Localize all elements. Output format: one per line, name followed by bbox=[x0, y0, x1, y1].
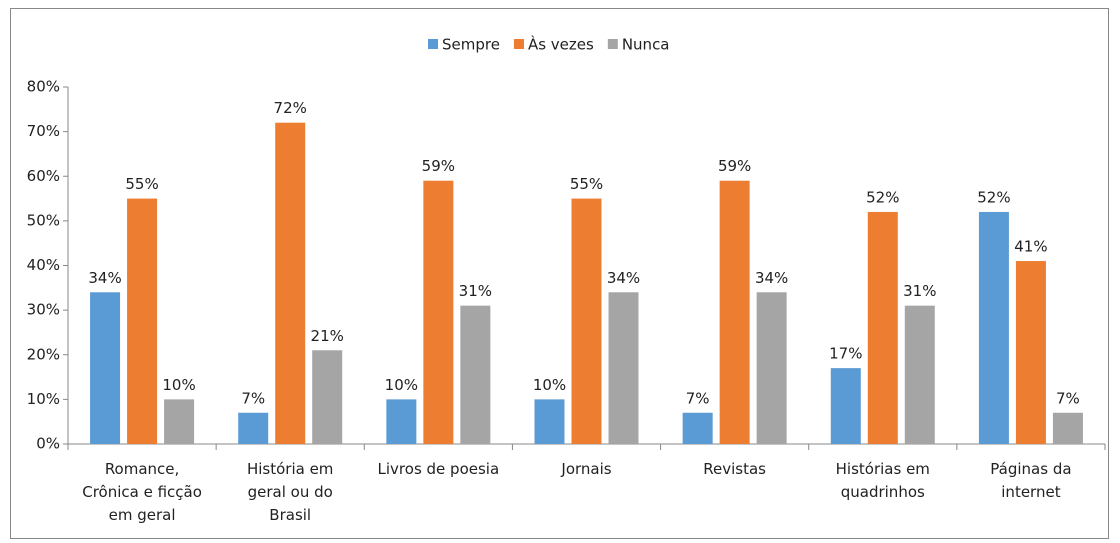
bar bbox=[312, 350, 343, 444]
y-tick-label: 20% bbox=[27, 345, 60, 363]
legend-swatch bbox=[513, 39, 524, 49]
data-label: 7% bbox=[241, 389, 265, 407]
bar bbox=[423, 180, 454, 444]
bar bbox=[460, 305, 491, 444]
bar bbox=[904, 305, 935, 444]
bar bbox=[90, 292, 121, 444]
bar bbox=[1052, 412, 1083, 444]
bar bbox=[682, 412, 713, 444]
data-label: 52% bbox=[977, 188, 1010, 206]
legend-swatch bbox=[607, 39, 618, 49]
y-tick-label: 30% bbox=[27, 301, 60, 319]
x-tick-label: Romance, Crônica e ficção em geral bbox=[82, 460, 202, 524]
bar bbox=[571, 198, 602, 444]
y-tick-label: 70% bbox=[27, 122, 60, 140]
y-tick-label: 40% bbox=[27, 256, 60, 274]
data-label: 31% bbox=[459, 282, 492, 300]
data-label: 17% bbox=[829, 345, 862, 363]
data-label: 55% bbox=[125, 175, 158, 193]
data-label: 41% bbox=[1014, 238, 1047, 256]
y-tick-label: 80% bbox=[27, 78, 60, 96]
y-tick-label: 50% bbox=[27, 211, 60, 229]
data-label: 34% bbox=[88, 269, 121, 287]
bar bbox=[719, 180, 750, 444]
data-label: 72% bbox=[274, 99, 307, 117]
bar bbox=[978, 211, 1009, 444]
x-tick-label: Páginas da internet bbox=[990, 460, 1072, 501]
data-label: 31% bbox=[903, 282, 936, 300]
data-label: 10% bbox=[385, 376, 418, 394]
bar bbox=[127, 198, 158, 444]
data-label: 59% bbox=[422, 157, 455, 175]
x-tick-label: História em geral ou do Brasil bbox=[246, 460, 334, 524]
bar bbox=[867, 211, 898, 444]
data-label: 52% bbox=[866, 188, 899, 206]
bar bbox=[830, 368, 861, 444]
data-label: 7% bbox=[686, 389, 710, 407]
y-tick-label: 60% bbox=[27, 167, 60, 185]
x-tick-label: Revistas bbox=[703, 460, 766, 478]
x-tick-label: Histórias em quadrinhos bbox=[835, 460, 930, 501]
legend-label: Às vezes bbox=[528, 35, 594, 54]
data-label: 59% bbox=[718, 157, 751, 175]
data-label: 10% bbox=[533, 376, 566, 394]
bar bbox=[386, 399, 417, 444]
chart-frame bbox=[10, 8, 1109, 539]
data-label: 10% bbox=[162, 376, 195, 394]
legend-label: Nunca bbox=[622, 36, 670, 54]
y-tick-label: 10% bbox=[27, 390, 60, 408]
bar bbox=[164, 399, 195, 444]
x-tick-label: Livros de poesia bbox=[377, 460, 500, 478]
data-label: 7% bbox=[1056, 389, 1080, 407]
legend-swatch bbox=[428, 39, 438, 49]
data-label: 34% bbox=[607, 269, 640, 287]
bar bbox=[534, 399, 565, 444]
bar bbox=[238, 412, 269, 444]
bar bbox=[275, 122, 306, 444]
y-tick-label: 0% bbox=[36, 435, 60, 453]
data-label: 21% bbox=[311, 327, 344, 345]
legend-label: Sempre bbox=[442, 36, 500, 54]
x-tick-label: Jornais bbox=[561, 460, 612, 478]
data-label: 34% bbox=[755, 269, 788, 287]
data-label: 55% bbox=[570, 175, 603, 193]
bar bbox=[1015, 261, 1046, 444]
bar bbox=[756, 292, 787, 444]
bar bbox=[608, 292, 639, 444]
